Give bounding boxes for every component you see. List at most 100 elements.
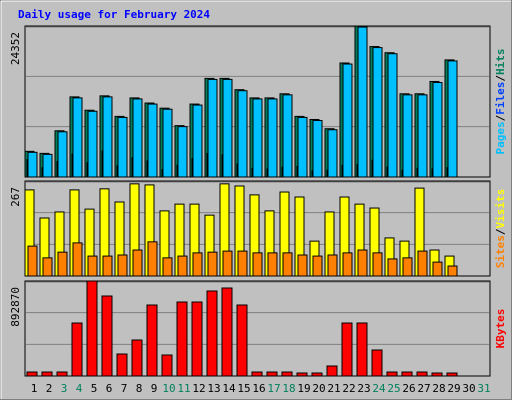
bar: [386, 371, 398, 377]
x-tick-label: 11: [177, 382, 190, 395]
bar: [27, 151, 38, 178]
legend: Sites/Visits: [494, 189, 507, 269]
x-tick-label: 8: [136, 382, 143, 395]
bar: [221, 287, 233, 377]
bar: [57, 251, 68, 277]
bar: [431, 372, 443, 377]
bar: [162, 108, 173, 178]
legend-separator: /: [494, 228, 507, 235]
bar: [447, 60, 458, 178]
bar: [357, 26, 368, 178]
bar: [101, 295, 113, 377]
x-tick-label: 28: [432, 382, 445, 395]
bar: [131, 339, 143, 377]
x-tick-label: 1: [31, 382, 38, 395]
x-tick-label: 15: [237, 382, 250, 395]
bar: [192, 104, 203, 178]
x-tick-label: 30: [462, 382, 475, 395]
bar: [297, 254, 308, 277]
bar: [236, 304, 248, 377]
bar: [27, 245, 38, 277]
legend-separator: /: [494, 75, 507, 82]
bar: [387, 258, 398, 277]
bar: [432, 82, 443, 178]
bar: [401, 371, 413, 377]
bar: [267, 98, 278, 178]
x-tick-label: 12: [192, 382, 205, 395]
bar: [207, 78, 218, 178]
x-tick-label: 24: [372, 382, 386, 395]
x-tick-label: 26: [402, 382, 415, 395]
bar: [87, 255, 98, 277]
bar: [132, 98, 143, 178]
x-tick-label: 6: [106, 382, 113, 395]
bar: [371, 349, 383, 377]
bar: [311, 372, 323, 377]
chart-title: Daily usage for February 2024: [18, 8, 210, 21]
bar: [177, 126, 188, 178]
x-tick-label: 18: [282, 382, 295, 395]
bar: [296, 372, 308, 377]
bar: [41, 371, 53, 377]
bar: [72, 242, 83, 277]
bar: [357, 249, 368, 277]
bar: [237, 250, 248, 277]
x-tick-label: 9: [151, 382, 158, 395]
bar: [222, 250, 233, 277]
bar: [372, 47, 383, 178]
x-tick-label: 23: [357, 382, 370, 395]
x-tick-label: 16: [252, 382, 265, 395]
bar: [191, 301, 203, 377]
bar: [207, 251, 218, 277]
bar: [57, 131, 68, 178]
bar: [102, 96, 113, 178]
bar: [342, 63, 353, 178]
bar: [86, 280, 98, 377]
x-tick-label: 14: [222, 382, 236, 395]
bar: [42, 257, 53, 277]
bar: [417, 94, 428, 178]
legend-entry: Files: [494, 82, 507, 115]
bar: [116, 353, 128, 377]
bar: [176, 301, 188, 377]
bar: [447, 265, 458, 277]
x-tick-label: 7: [121, 382, 128, 395]
bar: [372, 252, 383, 277]
x-tick-label: 5: [91, 382, 98, 395]
bar: [237, 90, 248, 178]
bar: [71, 322, 83, 377]
bar: [56, 371, 68, 377]
x-tick-label: 25: [387, 382, 400, 395]
bar: [206, 290, 218, 377]
bar: [326, 365, 338, 377]
bar: [252, 252, 263, 277]
bar: [26, 371, 38, 377]
x-tick-label: 29: [447, 382, 460, 395]
bar: [117, 116, 128, 178]
x-tick-label: 4: [76, 382, 83, 395]
legend-entry: Hits: [494, 49, 507, 76]
bar: [162, 257, 173, 277]
bar: [432, 261, 443, 277]
x-tick-label: 20: [312, 382, 325, 395]
x-tick-label: 21: [327, 382, 340, 395]
bar: [147, 103, 158, 178]
x-tick-label: 27: [417, 382, 430, 395]
bar: [161, 354, 173, 377]
bar: [312, 255, 323, 277]
x-tick-label: 19: [297, 382, 310, 395]
legend: KBytes: [494, 309, 507, 349]
x-tick-label: 2: [46, 382, 53, 395]
x-tick-label: 22: [342, 382, 355, 395]
bar: [297, 116, 308, 178]
bar: [417, 250, 428, 277]
bar: [402, 257, 413, 277]
bar: [356, 322, 368, 377]
legend-entry: KBytes: [494, 309, 507, 349]
bar: [342, 252, 353, 277]
x-tick-label: 10: [162, 382, 175, 395]
legend-entry: Pages: [494, 121, 507, 154]
bar: [327, 129, 338, 178]
bar: [147, 241, 158, 277]
